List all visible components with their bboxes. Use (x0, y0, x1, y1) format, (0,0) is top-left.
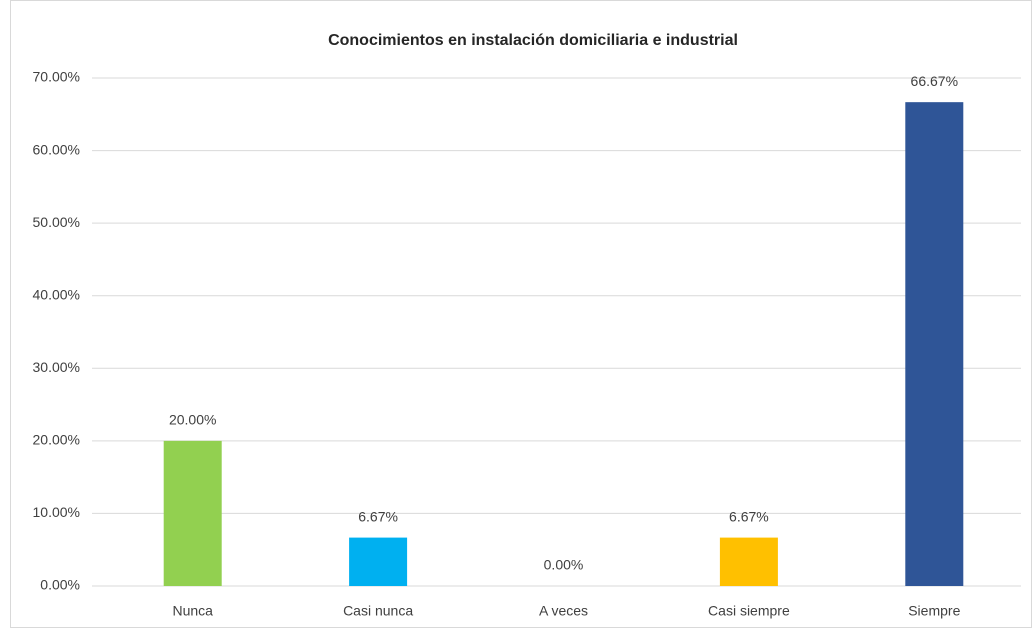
bar (719, 537, 778, 586)
x-tick-label: Casi siempre (708, 603, 790, 619)
y-tick-label: 60.00% (33, 141, 80, 157)
y-tick-label: 0.00% (40, 577, 80, 593)
data-label: 66.67% (911, 73, 958, 89)
data-label: 6.67% (729, 508, 769, 524)
x-tick-label: Casi nunca (343, 603, 413, 619)
bar (349, 537, 408, 586)
x-tick-label: A veces (539, 603, 588, 619)
x-tick-label: Siempre (908, 603, 960, 619)
bar (163, 440, 222, 586)
y-tick-label: 40.00% (33, 286, 80, 302)
y-tick-label: 70.00% (33, 69, 80, 85)
y-tick-label: 30.00% (33, 359, 80, 375)
y-tick-label: 20.00% (33, 432, 80, 448)
chart-title: Conocimientos en instalación domiciliari… (328, 32, 738, 49)
data-label: 20.00% (169, 412, 216, 428)
y-tick-label: 10.00% (33, 504, 80, 520)
bar (905, 102, 964, 586)
x-tick-label: Nunca (172, 603, 213, 619)
data-label: 6.67% (358, 508, 398, 524)
data-label: 0.00% (544, 557, 584, 573)
y-tick-label: 50.00% (33, 214, 80, 230)
chart-border (10, 0, 1032, 628)
